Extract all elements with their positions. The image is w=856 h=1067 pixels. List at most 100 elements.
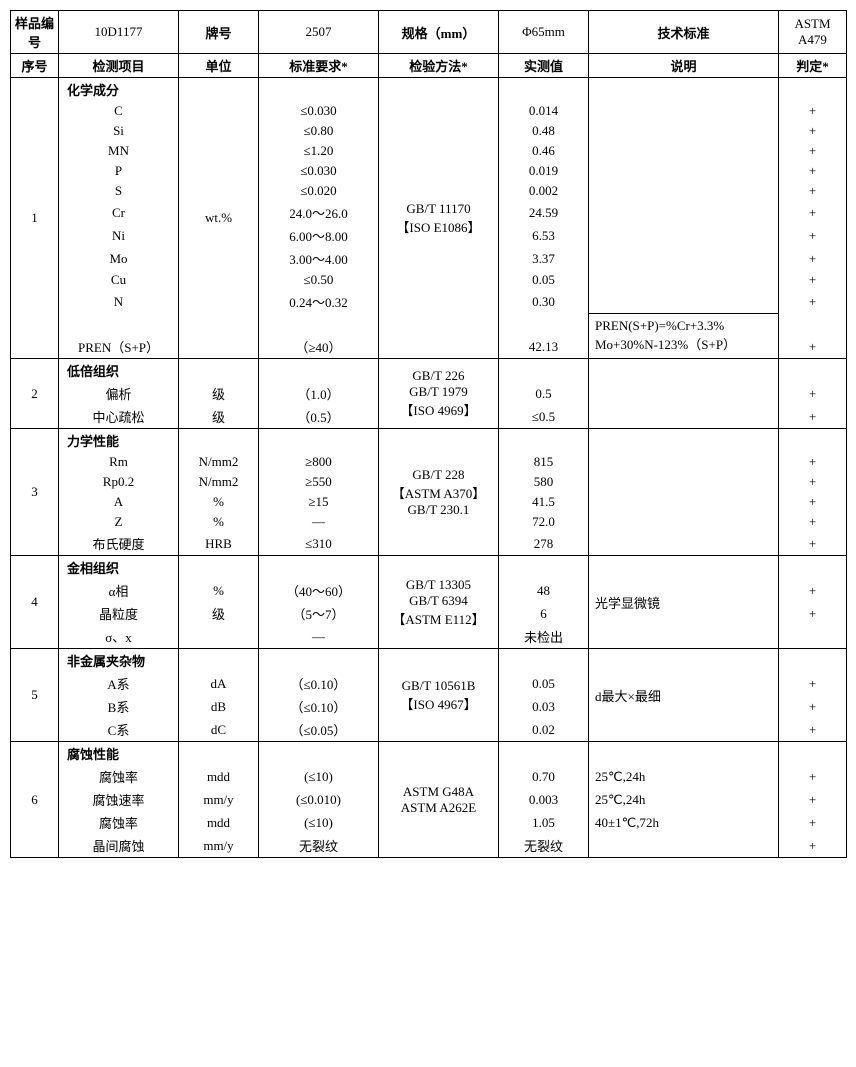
method-6-line1: ASTM G48A <box>383 784 494 800</box>
meas-cr: 24.59 <box>499 201 589 224</box>
meas-c: 0.014 <box>499 101 589 121</box>
unit-3-5: HRB <box>179 532 259 556</box>
req-6-2: (≤0.010) <box>259 788 379 811</box>
verdict-3-4: + <box>779 512 847 532</box>
name-5-2: B系 <box>59 695 179 718</box>
meas-3-3: 41.5 <box>499 492 589 512</box>
name-4-2: 晶粒度 <box>59 602 179 625</box>
section-2-title-row: 2 低倍组织 GB/T 226 GB/T 1979 【ISO 4969】 <box>11 359 847 383</box>
meas-pren: 42.13 <box>499 335 589 359</box>
req-5-2: （≤0.10） <box>259 695 379 718</box>
unit-6-3: mdd <box>179 811 259 834</box>
note-3-blank <box>589 429 779 556</box>
req-3-2: ≥550 <box>259 472 379 492</box>
name-cr: Cr <box>59 201 179 224</box>
name-cu: Cu <box>59 270 179 290</box>
col-method: 检验方法* <box>379 54 499 78</box>
grade-label: 牌号 <box>179 11 259 54</box>
method-2: GB/T 226 GB/T 1979 【ISO 4969】 <box>379 359 499 429</box>
req-5-3: （≤0.05） <box>259 718 379 742</box>
req-pren: （≥40） <box>259 335 379 359</box>
verdict-6-3: + <box>779 811 847 834</box>
verdict-6-4: + <box>779 834 847 858</box>
method-3: GB/T 228 【ASTM A370】 GB/T 230.1 <box>379 429 499 556</box>
req-6-3: (≤10) <box>259 811 379 834</box>
section-1-title: 化学成分 <box>59 78 179 102</box>
spec-label: 规格（mm） <box>379 11 499 54</box>
req-p: ≤0.030 <box>259 161 379 181</box>
meas-mn: 0.46 <box>499 141 589 161</box>
note-1-blank <box>589 78 779 314</box>
method-2-line3: 【ISO 4969】 <box>383 400 494 419</box>
meas-3-4: 72.0 <box>499 512 589 532</box>
name-6-3: 腐蚀率 <box>59 811 179 834</box>
name-3-2: Rp0.2 <box>59 472 179 492</box>
req-s: ≤0.020 <box>259 181 379 201</box>
method-4-line1: GB/T 13305 <box>383 577 494 593</box>
std-label: 技术标准 <box>589 11 779 54</box>
method-3-line1: GB/T 228 <box>383 467 494 483</box>
col-seq: 序号 <box>11 54 59 78</box>
req-4-3: — <box>259 625 379 649</box>
req-si: ≤0.80 <box>259 121 379 141</box>
method-2-line1: GB/T 226 <box>383 368 494 384</box>
col-item: 检测项目 <box>59 54 179 78</box>
verdict-4-3 <box>779 625 847 649</box>
col-unit: 单位 <box>179 54 259 78</box>
seq-1: 1 <box>11 78 59 359</box>
pren-note-1: PREN(S+P)=%Cr+3.3% <box>595 318 774 334</box>
name-s: S <box>59 181 179 201</box>
method-6-line2: ASTM A262E <box>383 800 494 816</box>
verdict-4-2: + <box>779 602 847 625</box>
req-c: ≤0.030 <box>259 101 379 121</box>
req-n: 0.24～0.32 <box>259 290 379 313</box>
method-1-line2: 【ISO E1086】 <box>383 217 494 236</box>
note-6-4 <box>589 834 779 858</box>
unit-2-2: 级 <box>179 405 259 429</box>
meas-5-1: 0.05 <box>499 672 589 695</box>
method-5: GB/T 10561B 【ISO 4967】 <box>379 649 499 742</box>
name-c: C <box>59 101 179 121</box>
name-si: Si <box>59 121 179 141</box>
col-note: 说明 <box>589 54 779 78</box>
name-n: N <box>59 290 179 313</box>
verdict-cr: + <box>779 201 847 224</box>
verdict-cu: + <box>779 270 847 290</box>
req-6-1: (≤10) <box>259 765 379 788</box>
req-4-1: （40～60） <box>259 579 379 602</box>
note-6-3: 40±1℃,72h <box>589 811 779 834</box>
verdict-5-1: + <box>779 672 847 695</box>
name-5-1: A系 <box>59 672 179 695</box>
unit-3-3: % <box>179 492 259 512</box>
name-mn: MN <box>59 141 179 161</box>
req-3-4: — <box>259 512 379 532</box>
sample-no-value: 10D1177 <box>59 11 179 54</box>
section-2-title: 低倍组织 <box>59 359 179 383</box>
req-2-2: （0.5） <box>259 405 379 429</box>
verdict-3-3: + <box>779 492 847 512</box>
meas-ni: 6.53 <box>499 224 589 247</box>
req-mo: 3.00～4.00 <box>259 247 379 270</box>
seq-3: 3 <box>11 429 59 556</box>
verdict-c: + <box>779 101 847 121</box>
meas-4-1: 48 <box>499 579 589 602</box>
unit-2-1: 级 <box>179 382 259 405</box>
grade-value: 2507 <box>259 11 379 54</box>
method-4: GB/T 13305 GB/T 6394 【ASTM E112】 <box>379 556 499 649</box>
unit-3-2: N/mm2 <box>179 472 259 492</box>
name-2-2: 中心疏松 <box>59 405 179 429</box>
meas-2-2: ≤0.5 <box>499 405 589 429</box>
pren-note-2: Mo+30%N-123%（S+P） <box>595 334 774 353</box>
header-row-1: 样品编号 10D1177 牌号 2507 规格（mm） Φ65mm 技术标准 A… <box>11 11 847 54</box>
method-3-line2: 【ASTM A370】 <box>383 483 494 502</box>
verdict-6-2: + <box>779 788 847 811</box>
seq-5: 5 <box>11 649 59 742</box>
unit-3-4: % <box>179 512 259 532</box>
meas-6-2: 0.003 <box>499 788 589 811</box>
verdict-p: + <box>779 161 847 181</box>
name-4-1: α相 <box>59 579 179 602</box>
req-3-1: ≥800 <box>259 452 379 472</box>
verdict-pren: + <box>779 335 847 359</box>
verdict-5-2: + <box>779 695 847 718</box>
note-2-blank <box>589 359 779 429</box>
